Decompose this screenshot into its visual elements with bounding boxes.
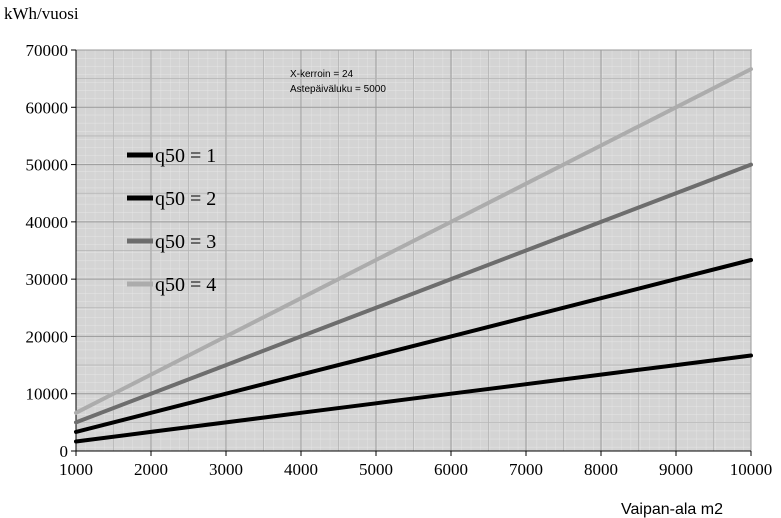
- series-line-2: [74, 258, 753, 434]
- series-layer: [74, 67, 753, 444]
- x-tick-label: 10000: [730, 460, 773, 479]
- x-tick-label: 7000: [509, 460, 543, 479]
- x-tick-label: 1000: [59, 460, 93, 479]
- legend: q50 = 1 q50 = 2 q50 = 3 q50 = 4: [127, 145, 216, 296]
- y-tick-label: 70000: [26, 41, 69, 60]
- series-line-4: [74, 67, 753, 415]
- x-tick-label: 4000: [284, 460, 318, 479]
- y-tick-label: 10000: [26, 385, 69, 404]
- axes: 0 10000 20000 30000 40000 50000 60000 70000 1000…: [26, 41, 773, 479]
- x-tick-label: 9000: [659, 460, 693, 479]
- y-tick-label: 50000: [26, 156, 69, 175]
- legend-label-3: q50 = 3: [155, 231, 216, 253]
- x-tick-label: 5000: [359, 460, 393, 479]
- annotation-astepaivaluku: Astepäiväluku = 5000: [290, 84, 386, 95]
- legend-label-1: q50 = 1: [155, 145, 216, 167]
- y-axis-label: kWh/vuosi: [4, 4, 79, 23]
- y-tick-label: 30000: [26, 270, 69, 289]
- x-axis-label: Vaipan-ala m2: [621, 501, 723, 518]
- x-tick-label: 6000: [434, 460, 468, 479]
- series-line-3: [74, 162, 753, 425]
- legend-label-2: q50 = 2: [155, 188, 216, 210]
- series-line-1: [74, 353, 753, 444]
- y-tick-label: 20000: [26, 327, 69, 346]
- y-tick-label: 40000: [26, 213, 69, 232]
- y-tick-label: 60000: [26, 98, 69, 117]
- y-tick-label: 0: [60, 442, 69, 461]
- annotation-x-kerroin: X-kerroin = 24: [290, 69, 354, 80]
- legend-label-4: q50 = 4: [155, 274, 216, 296]
- x-tick-label: 3000: [209, 460, 243, 479]
- x-tick-label: 2000: [134, 460, 168, 479]
- x-tick-label: 8000: [584, 460, 618, 479]
